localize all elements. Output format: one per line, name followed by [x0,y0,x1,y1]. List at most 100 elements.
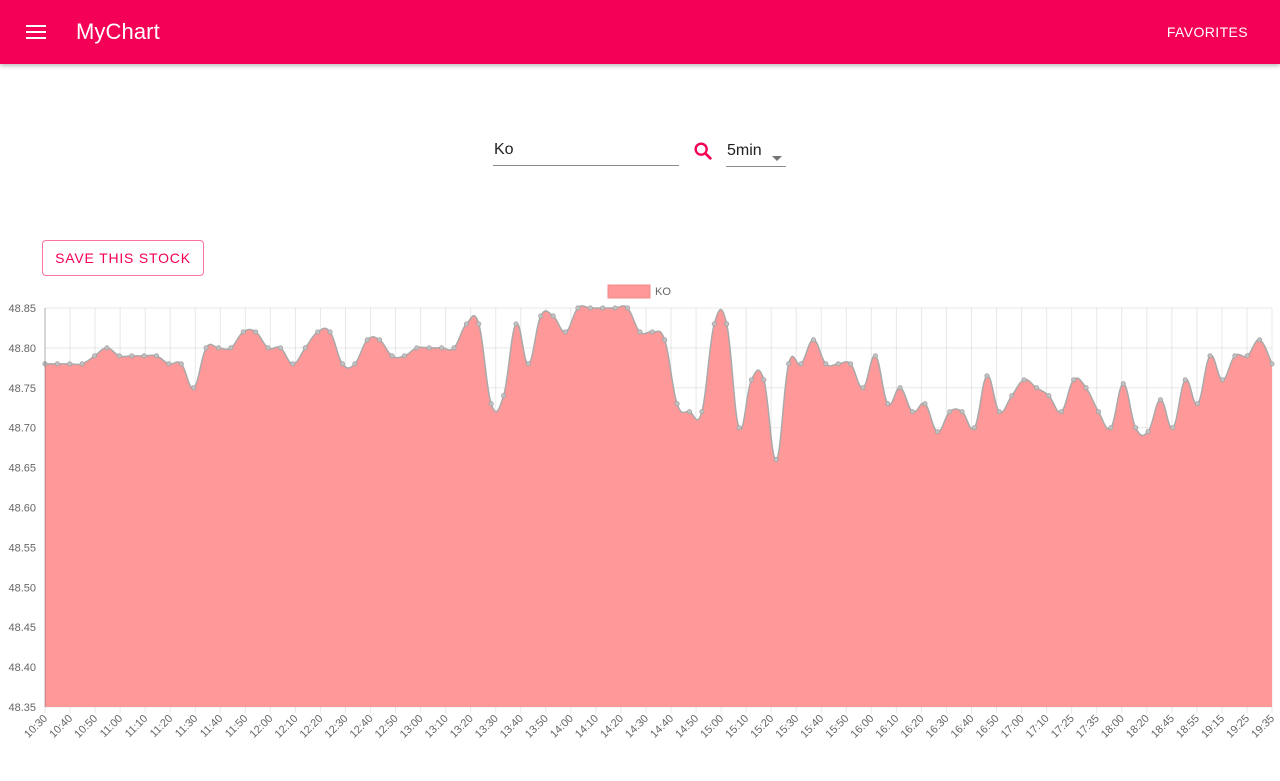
series-ko-point[interactable] [649,329,655,335]
series-ko-point[interactable] [116,353,122,359]
series-ko-point[interactable] [352,361,358,367]
series-ko-point[interactable] [253,329,259,335]
series-ko-point[interactable] [587,305,593,311]
series-ko-point[interactable] [1133,425,1139,431]
series-ko-point[interactable] [1120,381,1126,387]
series-ko-point[interactable] [513,321,519,327]
series-ko-point[interactable] [996,409,1002,415]
series-ko-point[interactable] [1095,409,1101,415]
series-ko-point[interactable] [1034,385,1040,391]
save-stock-button[interactable]: SAVE THIS STOCK [42,240,204,276]
series-ko-point[interactable] [191,385,197,391]
series-ko-point[interactable] [290,361,296,367]
series-ko-point[interactable] [1244,353,1250,359]
series-ko-point[interactable] [463,321,469,327]
series-ko-point[interactable] [302,345,308,351]
series-ko-point[interactable] [538,313,544,319]
series-ko-point[interactable] [1071,377,1077,383]
series-ko-point[interactable] [1083,385,1089,391]
stock-search-input[interactable] [493,138,679,166]
favorites-button[interactable]: FAVORITES [1166,24,1248,40]
series-ko-point[interactable] [1170,425,1176,431]
series-ko-point[interactable] [178,361,184,367]
series-ko-point[interactable] [947,409,953,415]
series-ko-point[interactable] [439,345,445,351]
series-ko-point[interactable] [724,321,730,327]
series-ko-point[interactable] [1207,353,1213,359]
series-ko-point[interactable] [711,321,717,327]
series-ko-point[interactable] [736,425,742,431]
series-ko-point[interactable] [1257,337,1263,343]
series-ko-point[interactable] [984,373,990,379]
series-ko-point[interactable] [761,377,767,383]
series-ko-point[interactable] [228,345,234,351]
series-ko-point[interactable] [872,353,878,359]
series-ko-point[interactable] [1046,393,1052,399]
series-ko-point[interactable] [1157,397,1163,403]
series-ko-point[interactable] [488,401,494,407]
series-ko-point[interactable] [389,353,395,359]
series-ko-point[interactable] [451,345,457,351]
series-ko-point[interactable] [922,401,928,407]
series-ko-point[interactable] [1182,377,1188,383]
series-ko-point[interactable] [240,329,246,335]
series-ko-point[interactable] [699,409,705,415]
series-ko-point[interactable] [476,321,482,327]
series-ko-point[interactable] [637,329,643,335]
series-ko-point[interactable] [748,377,754,383]
series-ko-point[interactable] [550,313,556,319]
series-ko-point[interactable] [972,425,978,431]
series-ko-point[interactable] [835,361,841,367]
series-ko-point[interactable] [848,361,854,367]
series-ko-point[interactable] [786,361,792,367]
series-ko-point[interactable] [934,429,940,435]
series-ko-point[interactable] [910,409,916,415]
menu-button[interactable] [18,20,54,44]
series-ko-point[interactable] [525,361,531,367]
series-ko-point[interactable] [277,345,283,351]
interval-select[interactable]: 5min [726,138,786,167]
series-ko-point[interactable] [1232,353,1238,359]
series-ko-point[interactable] [339,361,345,367]
series-ko-point[interactable] [860,385,866,391]
series-ko-point[interactable] [1145,429,1151,435]
series-ko-point[interactable] [810,337,816,343]
series-ko-point[interactable] [897,385,903,391]
series-ko-point[interactable] [1009,393,1015,399]
series-ko-point[interactable] [1195,401,1201,407]
series-ko-point[interactable] [600,305,606,311]
series-ko-point[interactable] [625,305,631,311]
series-ko-point[interactable] [364,337,370,343]
series-ko-point[interactable] [203,345,209,351]
search-button[interactable] [692,140,714,162]
series-ko-point[interactable] [686,409,692,415]
series-ko-point[interactable] [401,353,407,359]
series-ko-point[interactable] [129,353,135,359]
series-ko-point[interactable] [501,393,507,399]
series-ko-point[interactable] [1219,377,1225,383]
series-ko-point[interactable] [662,337,668,343]
series-ko-point[interactable] [327,329,333,335]
series-ko-point[interactable] [54,361,60,367]
series-ko-point[interactable] [92,353,98,359]
series-ko-point[interactable] [1058,409,1064,415]
series-ko-point[interactable] [1269,361,1275,367]
series-ko-point[interactable] [798,361,804,367]
series-ko-point[interactable] [216,345,222,351]
series-ko-point[interactable] [885,401,891,407]
series-ko-point[interactable] [1108,425,1114,431]
series-ko-point[interactable] [67,361,73,367]
series-ko-point[interactable] [414,345,420,351]
series-ko-point[interactable] [166,361,172,367]
series-ko-point[interactable] [315,329,321,335]
series-ko-point[interactable] [141,353,147,359]
series-ko-point[interactable] [1021,377,1027,383]
series-ko-point[interactable] [426,345,432,351]
series-ko-point[interactable] [563,329,569,335]
series-ko-point[interactable] [823,361,829,367]
series-ko-point[interactable] [42,361,48,367]
series-ko-point[interactable] [377,337,383,343]
series-ko-point[interactable] [154,353,160,359]
series-ko-point[interactable] [79,361,85,367]
series-ko-point[interactable] [104,345,110,351]
